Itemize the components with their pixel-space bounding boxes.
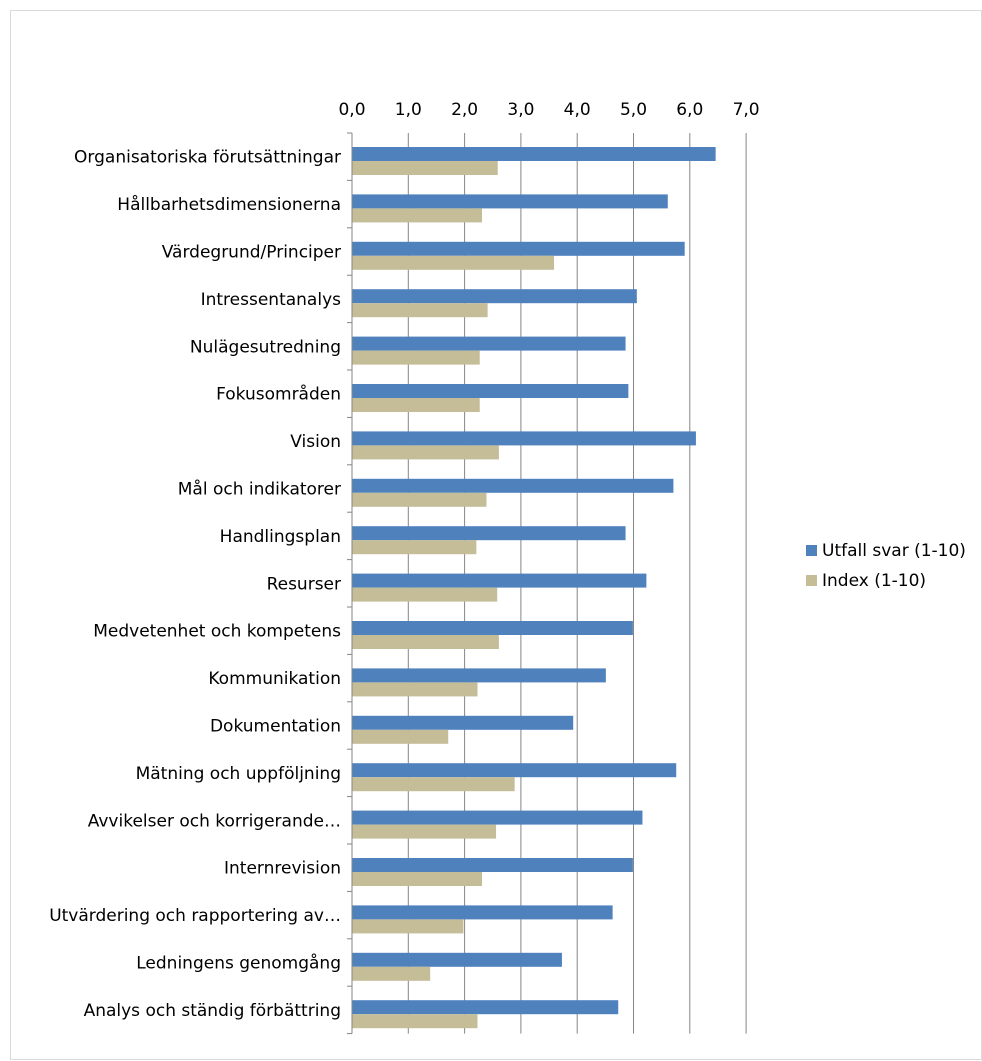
category-label: Mål och indikatorer <box>178 479 341 500</box>
bar-index <box>352 208 482 223</box>
chart-area: 0,0 1,0 2,0 3,0 4,0 5,0 6,0 7,0 Organisatoriska… <box>10 10 982 1060</box>
x-tick-label: 6,0 <box>676 100 703 120</box>
bar-index <box>352 445 499 460</box>
bars <box>352 147 716 1029</box>
category-label: Dokumentation <box>210 717 341 737</box>
category-label: Utvärdering och rapportering av… <box>49 906 341 926</box>
category-label: Vision <box>290 432 341 452</box>
bar-index <box>352 1014 478 1029</box>
bar-utfall <box>352 1000 619 1015</box>
bar-index <box>352 966 431 981</box>
legend-label: Utfall svar (1-10) <box>822 541 966 561</box>
bar-utfall <box>352 905 613 920</box>
x-tick-label: 5,0 <box>620 100 647 120</box>
x-tick-label: 7,0 <box>733 100 760 120</box>
bar-index <box>352 303 488 318</box>
x-tick-label: 4,0 <box>564 100 591 120</box>
bar-index <box>352 872 482 886</box>
category-label: Ledningens genomgång <box>136 953 341 974</box>
bar-chart: 0,0 1,0 2,0 3,0 4,0 5,0 6,0 7,0 Organisatoriska… <box>49 100 966 1035</box>
bar-index <box>352 540 477 555</box>
bar-utfall <box>352 715 574 730</box>
category-label: Nulägesutredning <box>190 337 341 357</box>
category-label: Resurser <box>267 574 341 594</box>
bar-utfall <box>352 289 637 304</box>
bar-utfall <box>352 194 668 209</box>
bar-utfall <box>352 526 626 541</box>
legend: Utfall svar (1-10) Index (1-10) <box>806 541 966 591</box>
category-label: Intressentanalys <box>201 290 342 310</box>
y-axis <box>347 132 353 1035</box>
bar-utfall <box>352 668 606 683</box>
bar-index <box>352 729 449 744</box>
bar-utfall <box>352 478 674 493</box>
x-tick-label: 0,0 <box>338 100 365 120</box>
category-label: Kommunikation <box>208 669 341 689</box>
bar-index <box>352 161 498 175</box>
category-label: Internrevision <box>224 859 341 879</box>
category-label: Organisatoriska förutsättningar <box>74 148 341 168</box>
legend-label: Index (1-10) <box>822 571 926 591</box>
category-label: Fokusområden <box>216 384 341 405</box>
bar-utfall <box>352 858 633 872</box>
bar-index <box>352 682 478 697</box>
bar-index <box>352 635 499 649</box>
bar-utfall <box>352 573 647 588</box>
category-label: Mätning och uppföljning <box>136 764 341 784</box>
bar-utfall <box>352 763 677 778</box>
bar-utfall <box>352 241 685 256</box>
bar-index <box>352 777 515 792</box>
bar-utfall <box>352 147 716 161</box>
x-tick-label: 2,0 <box>451 100 478 120</box>
bar-utfall <box>352 336 626 351</box>
bar-index <box>352 492 487 507</box>
bar-index <box>352 919 464 934</box>
x-tick-label: 1,0 <box>395 100 422 120</box>
bar-utfall <box>352 621 633 635</box>
bar-index <box>352 824 497 839</box>
bar-utfall <box>352 810 643 825</box>
category-labels: Organisatoriska förutsättningar Hållbarhe… <box>49 148 341 1021</box>
category-label: Analys och ständig förbättring <box>84 1001 341 1021</box>
bar-utfall <box>352 952 562 967</box>
bar-index <box>352 587 498 602</box>
category-label: Värdegrund/Principer <box>162 243 341 263</box>
legend-swatch <box>806 575 817 586</box>
bar-index <box>352 255 555 270</box>
x-axis-ticks: 0,0 1,0 2,0 3,0 4,0 5,0 6,0 7,0 <box>338 100 759 120</box>
category-label: Medvetenhet och kompetens <box>93 622 341 642</box>
x-tick-label: 3,0 <box>507 100 534 120</box>
bar-index <box>352 398 480 412</box>
bar-utfall <box>352 384 629 398</box>
category-label: Hållbarhetsdimensionerna <box>117 194 341 215</box>
category-label: Avvikelser och korrigerande… <box>88 811 341 831</box>
category-label: Handlingsplan <box>220 527 341 547</box>
legend-swatch <box>806 545 817 556</box>
bar-utfall <box>352 431 696 446</box>
bar-index <box>352 350 480 365</box>
